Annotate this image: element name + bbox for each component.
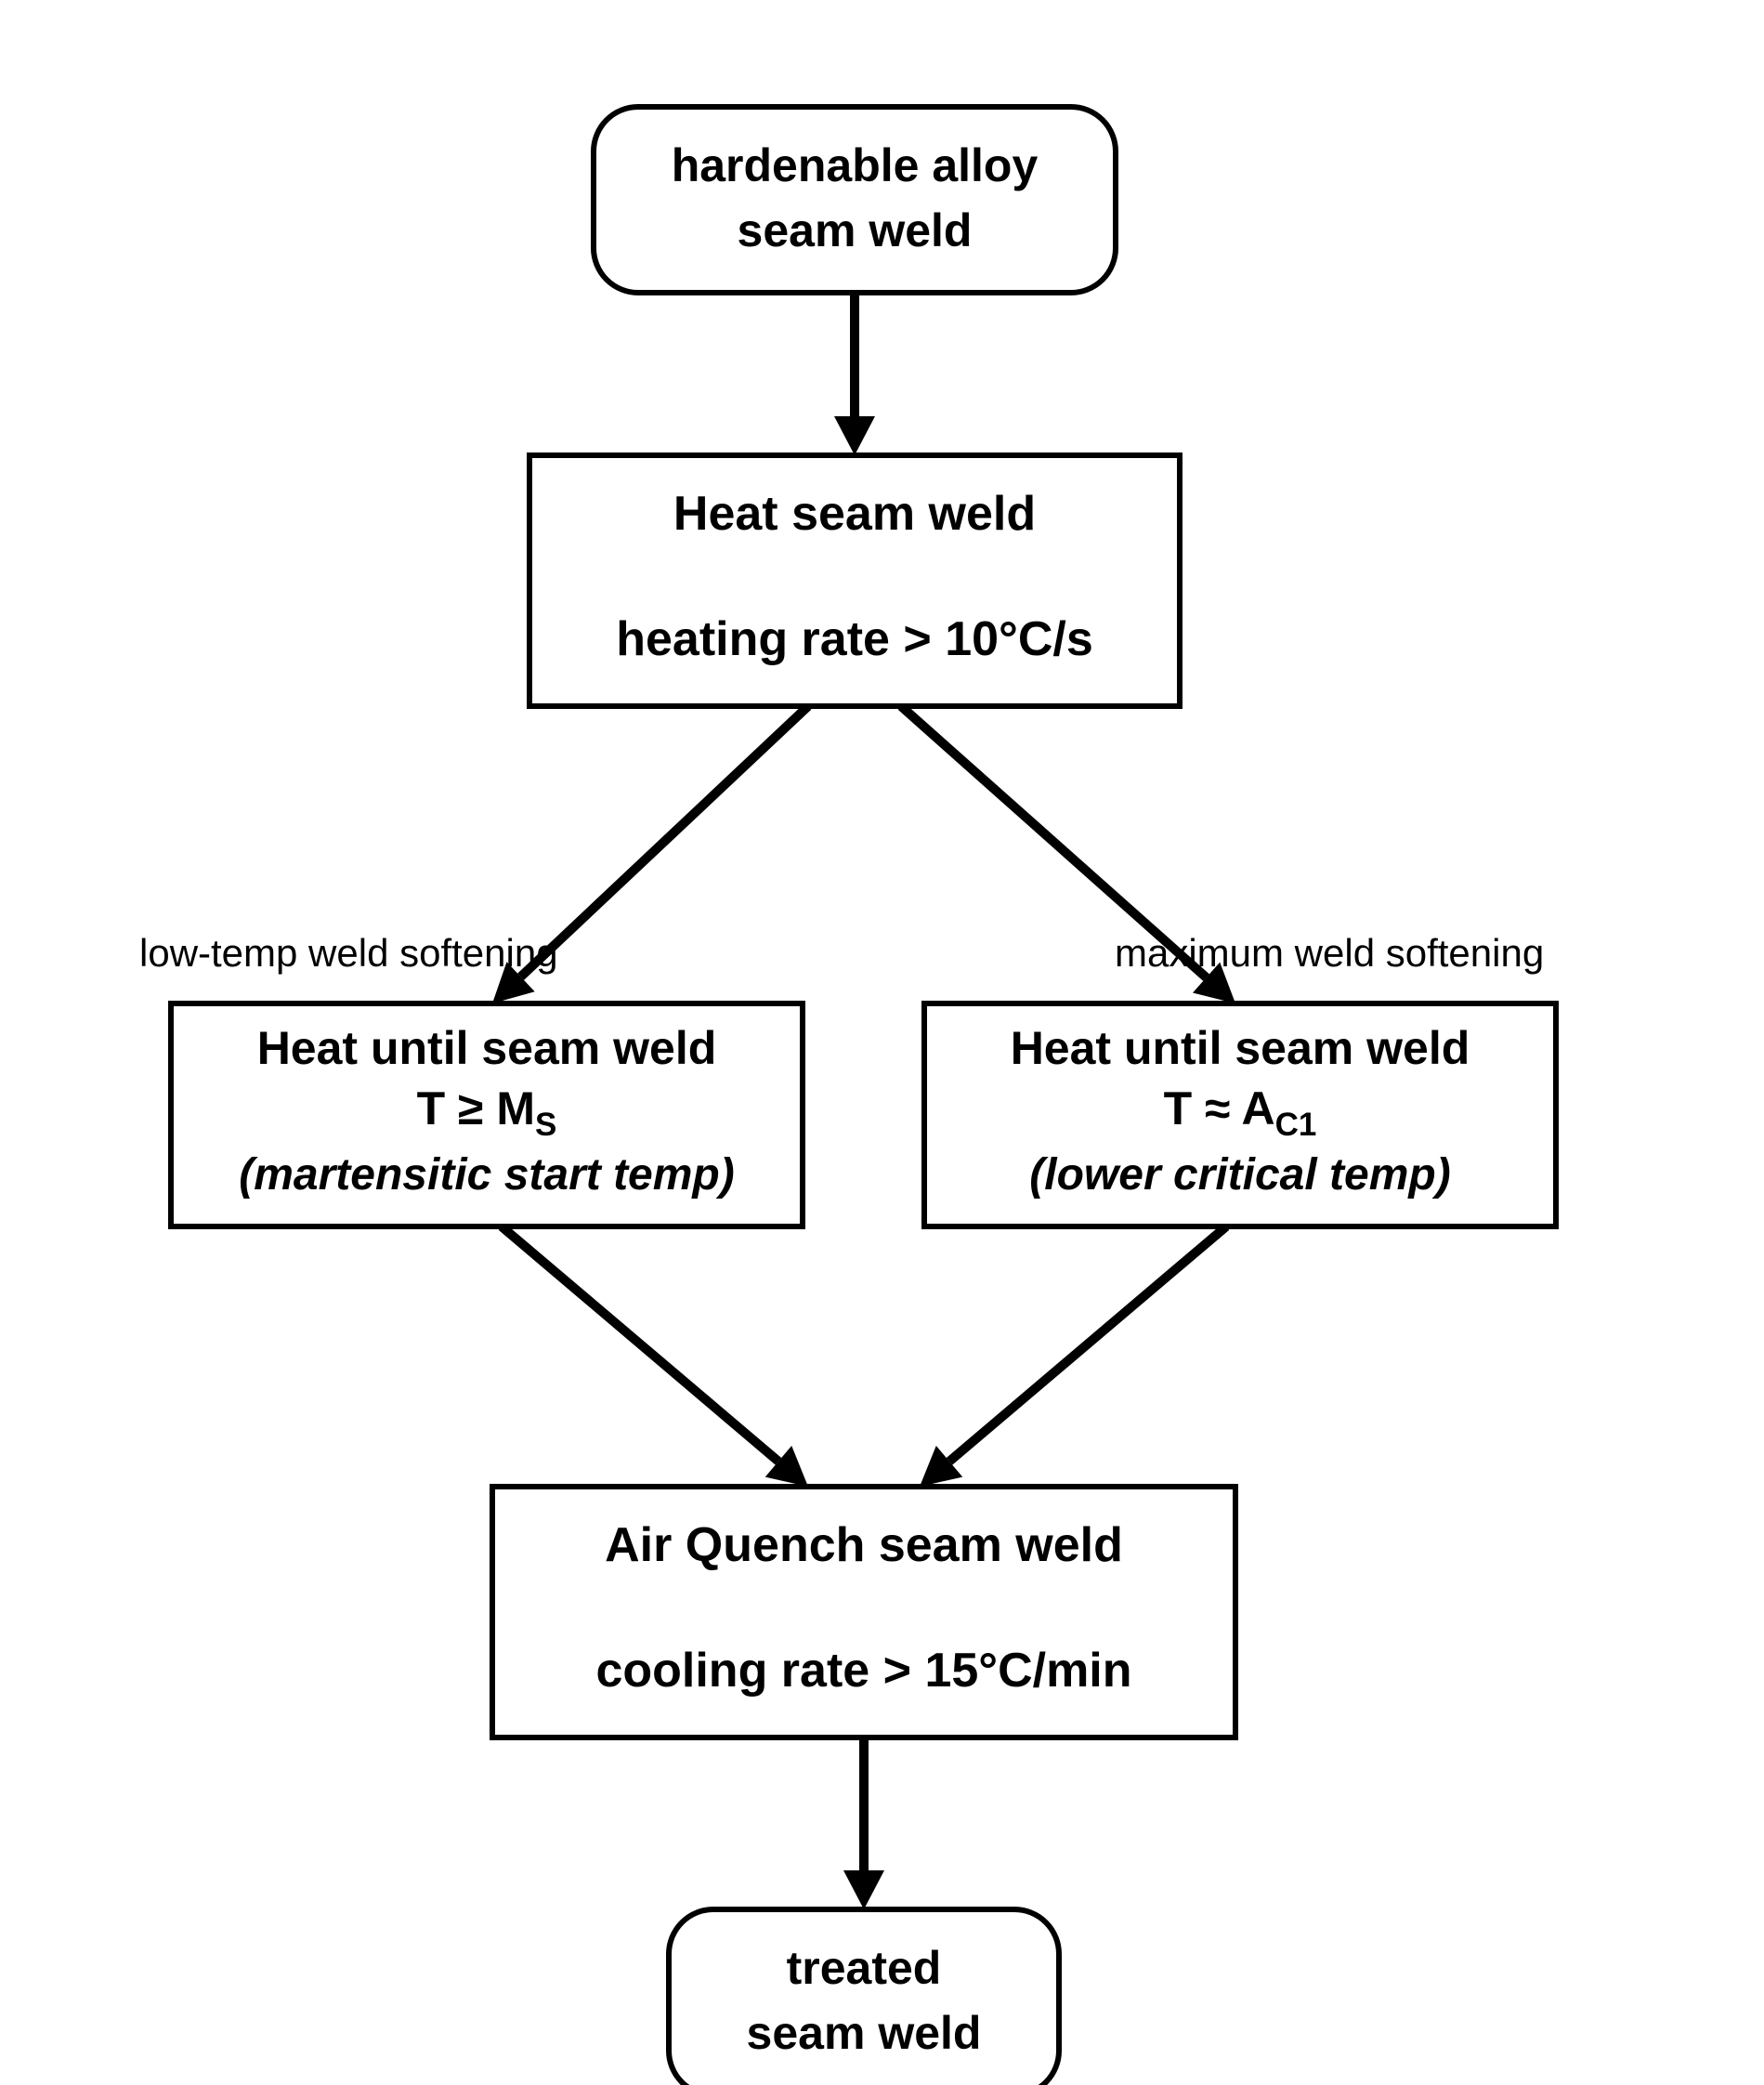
node-start-line-0: hardenable alloy: [672, 139, 1039, 191]
node-left-line-0: Heat until seam weld: [257, 1022, 717, 1074]
node-quench-line-1: cooling rate > 15°C/min: [595, 1644, 1131, 1698]
node-heat: Heat seam weld heating rate > 10°C/s: [529, 455, 1180, 706]
node-quench-line-0: Air Quench seam weld: [605, 1518, 1123, 1572]
node-end-line-0: treated: [787, 1942, 942, 1994]
node-start-line-1: seam weld: [738, 204, 973, 256]
node-left: Heat until seam weldT ≥ MS(martensitic s…: [171, 1003, 803, 1226]
node-start: hardenable alloy seam weld: [594, 107, 1116, 293]
node-right: Heat until seam weldT ≈ AC1(lower critic…: [924, 1003, 1556, 1226]
node-left-label-above: low-temp weld softening: [139, 931, 558, 975]
node-right-line-0: Heat until seam weld: [1011, 1022, 1470, 1074]
node-right-label-above: maximum weld softening: [1115, 931, 1544, 975]
node-end-line-1: seam weld: [747, 2007, 982, 2059]
node-heat-line-0: Heat seam weld: [673, 487, 1036, 541]
node-left-line-2: (martensitic start temp): [239, 1150, 734, 1200]
node-quench: Air Quench seam weld cooling rate > 15°C/…: [492, 1487, 1235, 1738]
node-end: treated seam weld: [669, 1909, 1059, 2085]
node-heat-line-1: heating rate > 10°C/s: [616, 612, 1093, 666]
node-right-line-2: (lower critical temp): [1029, 1150, 1450, 1200]
